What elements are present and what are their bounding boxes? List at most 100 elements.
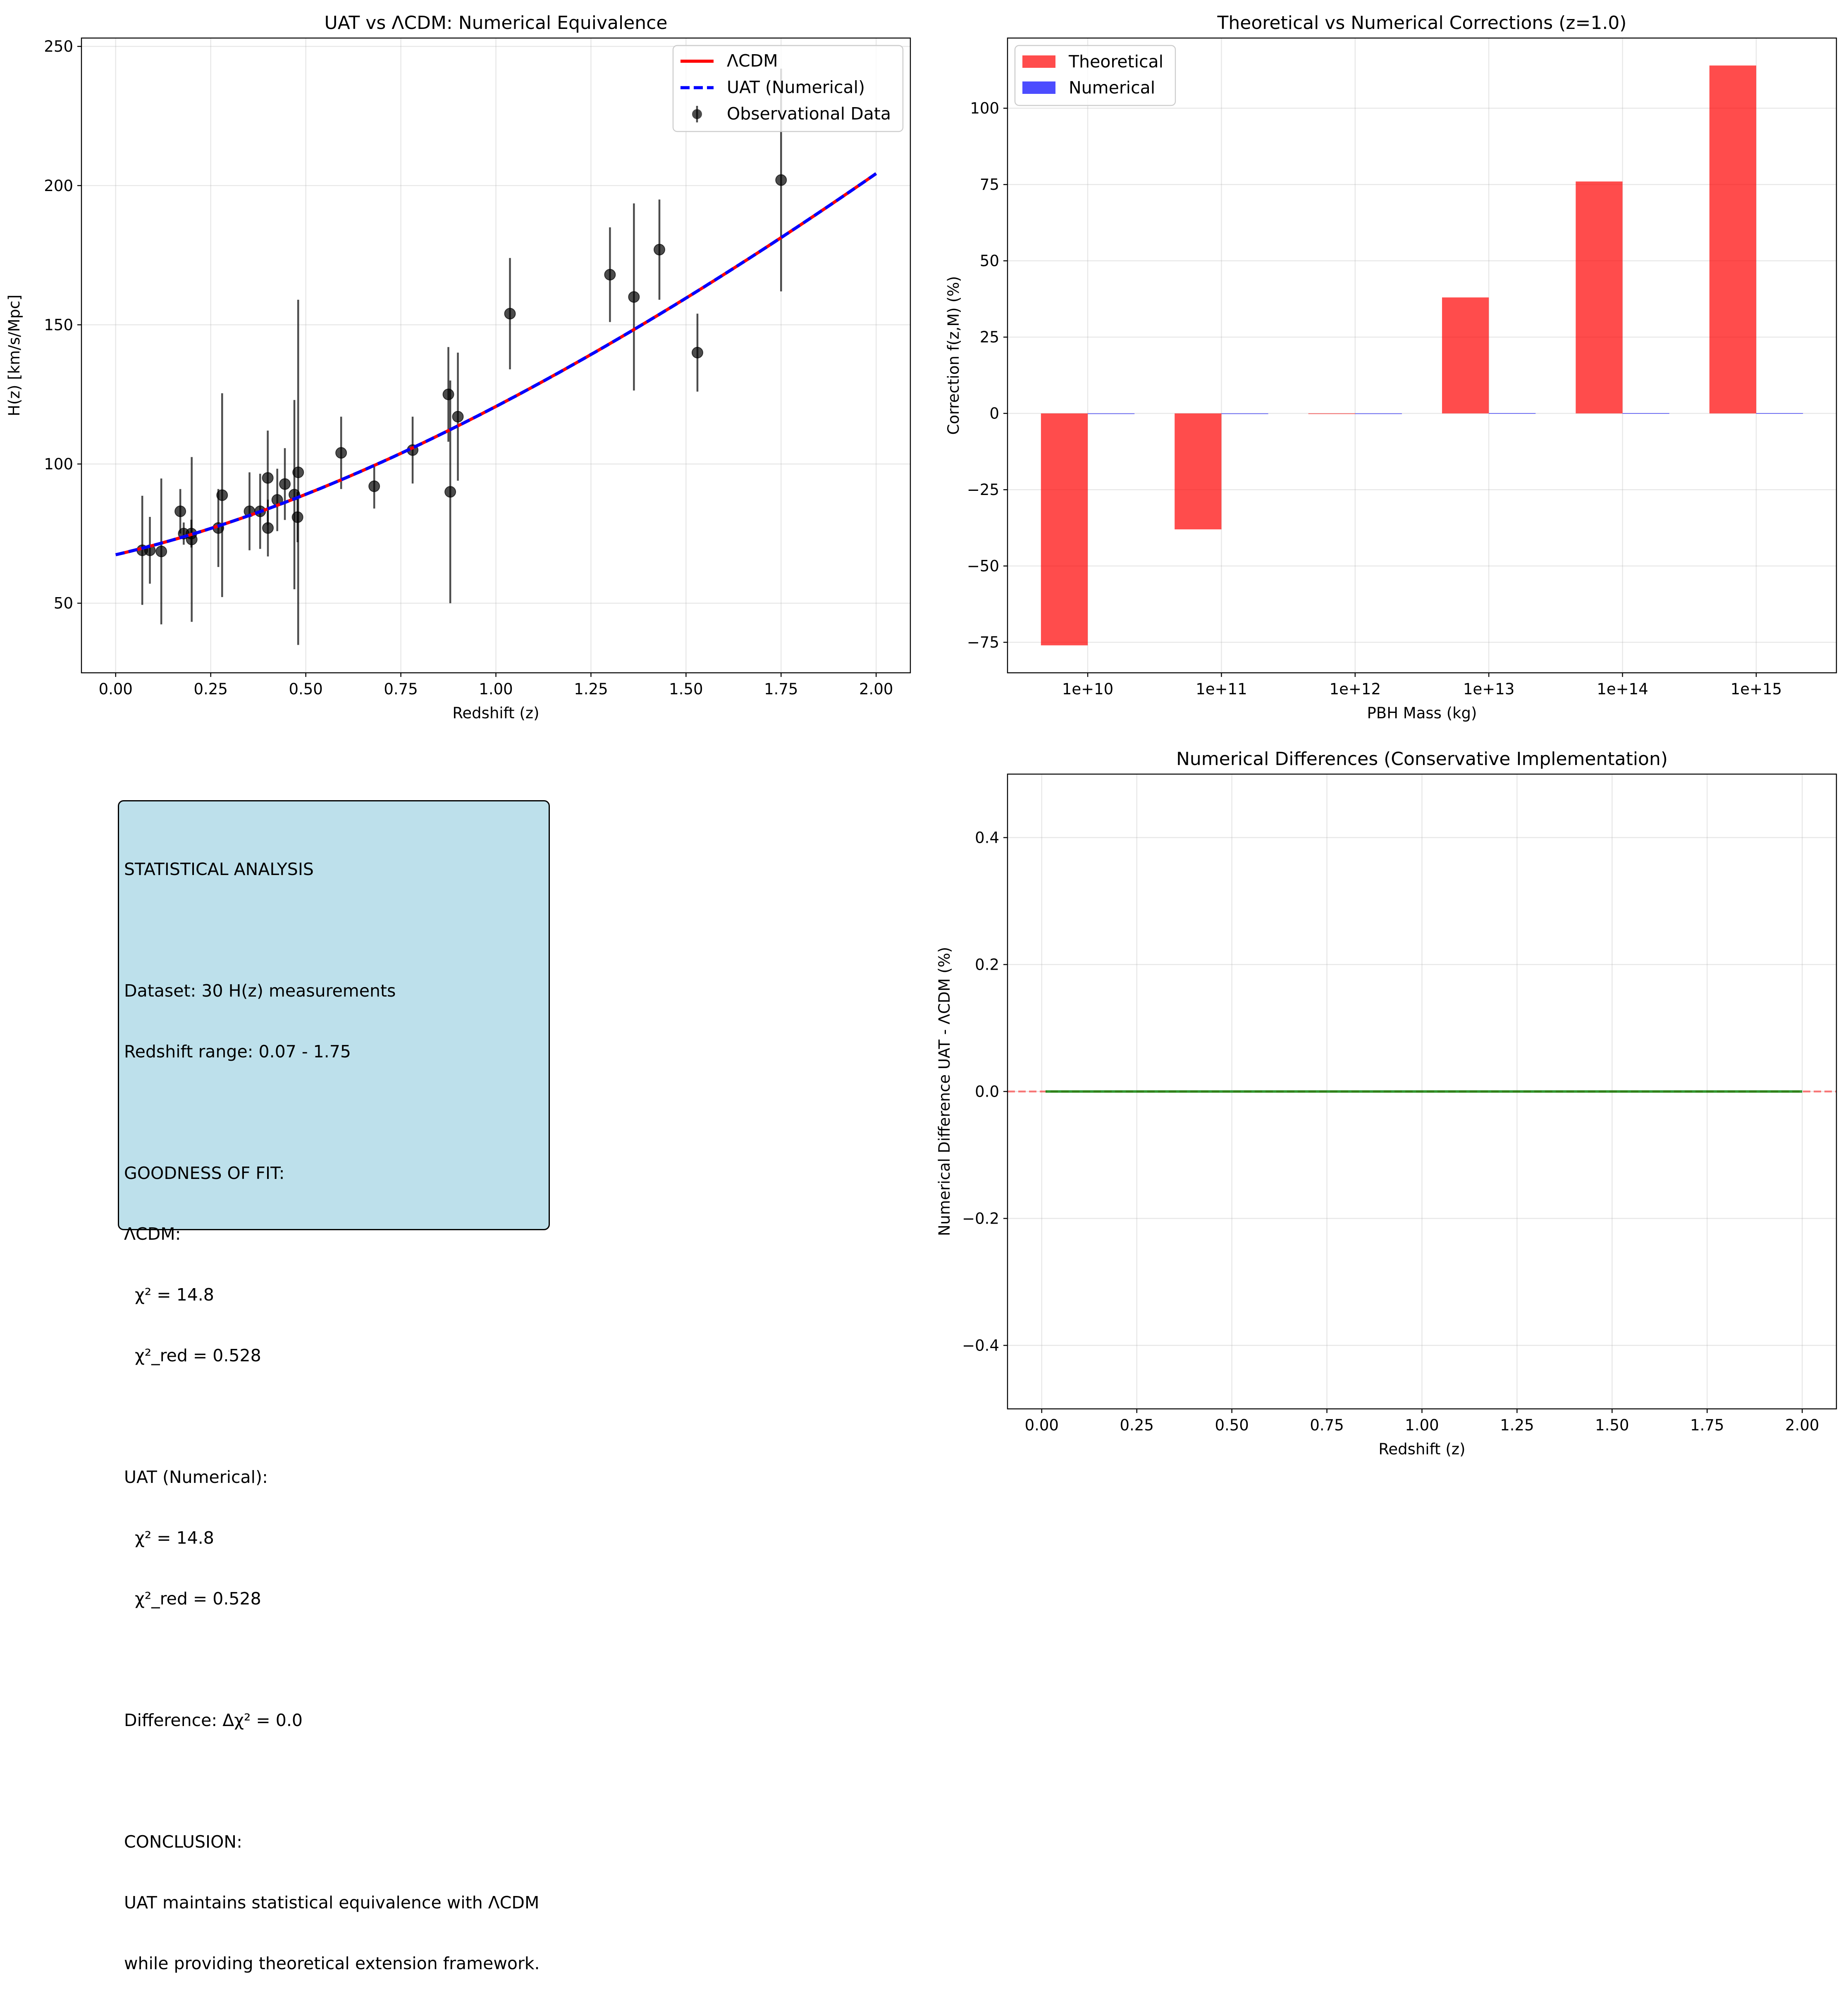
y-tick-label: 0.0	[975, 1083, 999, 1101]
y-tick-label: −75	[967, 634, 999, 651]
y-tick-label: 250	[44, 38, 73, 55]
data-point	[368, 480, 380, 492]
legend: Theoretical Numerical	[1014, 45, 1176, 106]
ticks: 0.00 0.25 0.50 0.75 1.00 1.25 1.50 1.75 2.00 50 10…	[44, 38, 893, 698]
statistical-analysis-box: STATISTICAL ANALYSIS Dataset: 30 H(z) me…	[118, 800, 550, 1973]
data-point	[292, 466, 304, 478]
legend-label: Observational Data	[727, 104, 891, 124]
panel-bottom-right: 0.00 0.25 0.50 0.75 1.00 1.25 1.50 1.75 2.00 −0.4…	[936, 748, 1837, 1458]
x-tick-label: 1e+15	[1731, 680, 1782, 698]
grid	[1008, 774, 1836, 1409]
stats-line: STATISTICAL ANALYSIS	[124, 859, 314, 879]
y-tick-label: 150	[44, 316, 73, 334]
theoretical-bar	[1041, 413, 1088, 646]
stats-line	[124, 920, 544, 940]
legend-swatch	[1022, 55, 1055, 68]
numerical-bar	[1756, 413, 1803, 414]
legend-frame	[672, 45, 904, 132]
chart-title: UAT vs ΛCDM: Numerical Equivalence	[325, 12, 668, 33]
x-tick-label: 1.00	[1405, 1416, 1439, 1434]
stats-line: χ² = 14.8	[124, 1285, 214, 1305]
plot-area	[115, 69, 877, 645]
data-point	[691, 347, 703, 359]
data-point	[452, 411, 464, 423]
data-point	[335, 447, 347, 459]
data-point	[291, 511, 303, 523]
y-tick-label: −25	[967, 481, 999, 499]
y-tick-label: 0.4	[975, 829, 999, 847]
y-tick-label: 50	[980, 252, 999, 270]
x-tick-label: 0.00	[1025, 1416, 1059, 1434]
y-tick-label: −0.4	[962, 1337, 999, 1355]
y-tick-label: 25	[980, 328, 999, 346]
y-tick-label: 75	[980, 176, 999, 194]
y-tick-label: 50	[54, 595, 73, 612]
x-tick-label: 0.00	[99, 680, 133, 698]
figure: 0.00 0.25 0.50 0.75 1.00 1.25 1.50 1.75 2.005010…	[5, 12, 1837, 1458]
y-axis-label: Numerical Difference UAT - ΛCDM (%)	[936, 947, 953, 1236]
numerical-bar	[1489, 413, 1536, 414]
y-tick-label: 200	[44, 177, 73, 195]
stats-line: GOODNESS OF FIT:	[124, 1163, 285, 1183]
x-tick-label: 1.25	[1500, 1416, 1534, 1434]
x-tick-label: 0.25	[194, 680, 228, 698]
x-tick-label: 0.25	[1120, 1416, 1154, 1434]
legend-label: Numerical	[1069, 78, 1155, 98]
y-tick-label: 100	[970, 100, 999, 117]
data-point	[216, 489, 228, 501]
x-tick-label: 0.50	[1215, 1416, 1249, 1434]
legend-point-marker	[692, 109, 702, 119]
y-tick-label: −0.2	[962, 1210, 999, 1228]
x-axis-label: PBH Mass (kg)	[1367, 704, 1477, 722]
stats-line: χ²_red = 0.528	[124, 1589, 261, 1609]
theoretical-bar	[1175, 413, 1222, 530]
x-tick-label: 2.00	[1785, 1416, 1819, 1434]
x-tick-label: 1.00	[479, 680, 513, 698]
plot-area	[1041, 65, 1803, 646]
stats-line: UAT maintains statistical equivalence wi…	[124, 1893, 540, 1913]
stats-line	[124, 1406, 544, 1427]
x-tick-label: 0.75	[1310, 1416, 1344, 1434]
stats-line	[124, 1771, 544, 1791]
ticks: 0.00 0.25 0.50 0.75 1.00 1.25 1.50 1.75 2.00 −0.4…	[962, 829, 1819, 1435]
x-tick-label: 0.50	[289, 680, 322, 698]
x-axis-label: Redshift (z)	[452, 704, 539, 722]
x-tick-label: 1.75	[764, 680, 798, 698]
panel-top-right: 1e+10 1e+11 1e+12 1e+13 1e+14 1e+15 −75 −50 −25 0…	[945, 12, 1837, 722]
data-point	[442, 388, 454, 400]
y-axis-label: H(z) [km/s/Mpc]	[5, 294, 23, 416]
stats-line: UAT (Numerical):	[124, 1467, 268, 1487]
x-tick-label: 1e+12	[1330, 680, 1381, 698]
chart-title: Numerical Differences (Conservative Impl…	[1176, 748, 1668, 770]
x-tick-label: 1e+10	[1062, 680, 1113, 698]
stats-line: Dataset: 30 H(z) measurements	[124, 981, 396, 1001]
y-tick-label: −50	[967, 557, 999, 575]
theoretical-bar	[1442, 297, 1489, 414]
theoretical-bar	[1576, 181, 1623, 414]
stats-line: χ²_red = 0.528	[124, 1346, 261, 1365]
stats-line: Difference: Δχ² = 0.0	[124, 1710, 303, 1730]
stats-line	[124, 1102, 544, 1123]
x-tick-label: 1.75	[1690, 1416, 1724, 1434]
chart-title: Theoretical vs Numerical Corrections (z=…	[1217, 12, 1627, 33]
stats-line: χ² = 14.8	[124, 1528, 214, 1548]
data-point	[628, 291, 640, 303]
panel-top-left: 0.00 0.25 0.50 0.75 1.00 1.25 1.50 1.75 2.00 50 10…	[5, 12, 911, 722]
y-tick-label: 0.2	[975, 956, 999, 974]
x-axis-label: Redshift (z)	[1378, 1440, 1465, 1458]
stats-line	[124, 1650, 544, 1670]
y-axis-label: Correction f(z,M) (%)	[945, 276, 962, 435]
x-tick-label: 1e+14	[1597, 680, 1648, 698]
data-point	[262, 472, 274, 484]
stats-line: ΛCDM:	[124, 1224, 181, 1244]
ticks: 1e+10 1e+11 1e+12 1e+13 1e+14 1e+15 −75 −50 −25 0…	[967, 100, 1782, 698]
legend: ΛCDM UAT (Numerical) Observational Data	[672, 45, 904, 132]
stats-line: while providing theoretical extension fr…	[124, 1953, 540, 1973]
data-point	[262, 522, 274, 534]
theoretical-bar	[1709, 65, 1756, 414]
stats-line: CONCLUSION:	[124, 1832, 242, 1852]
x-tick-label: 1e+13	[1463, 680, 1514, 698]
data-point	[504, 308, 516, 320]
data-point	[174, 505, 186, 517]
data-point	[444, 486, 456, 498]
